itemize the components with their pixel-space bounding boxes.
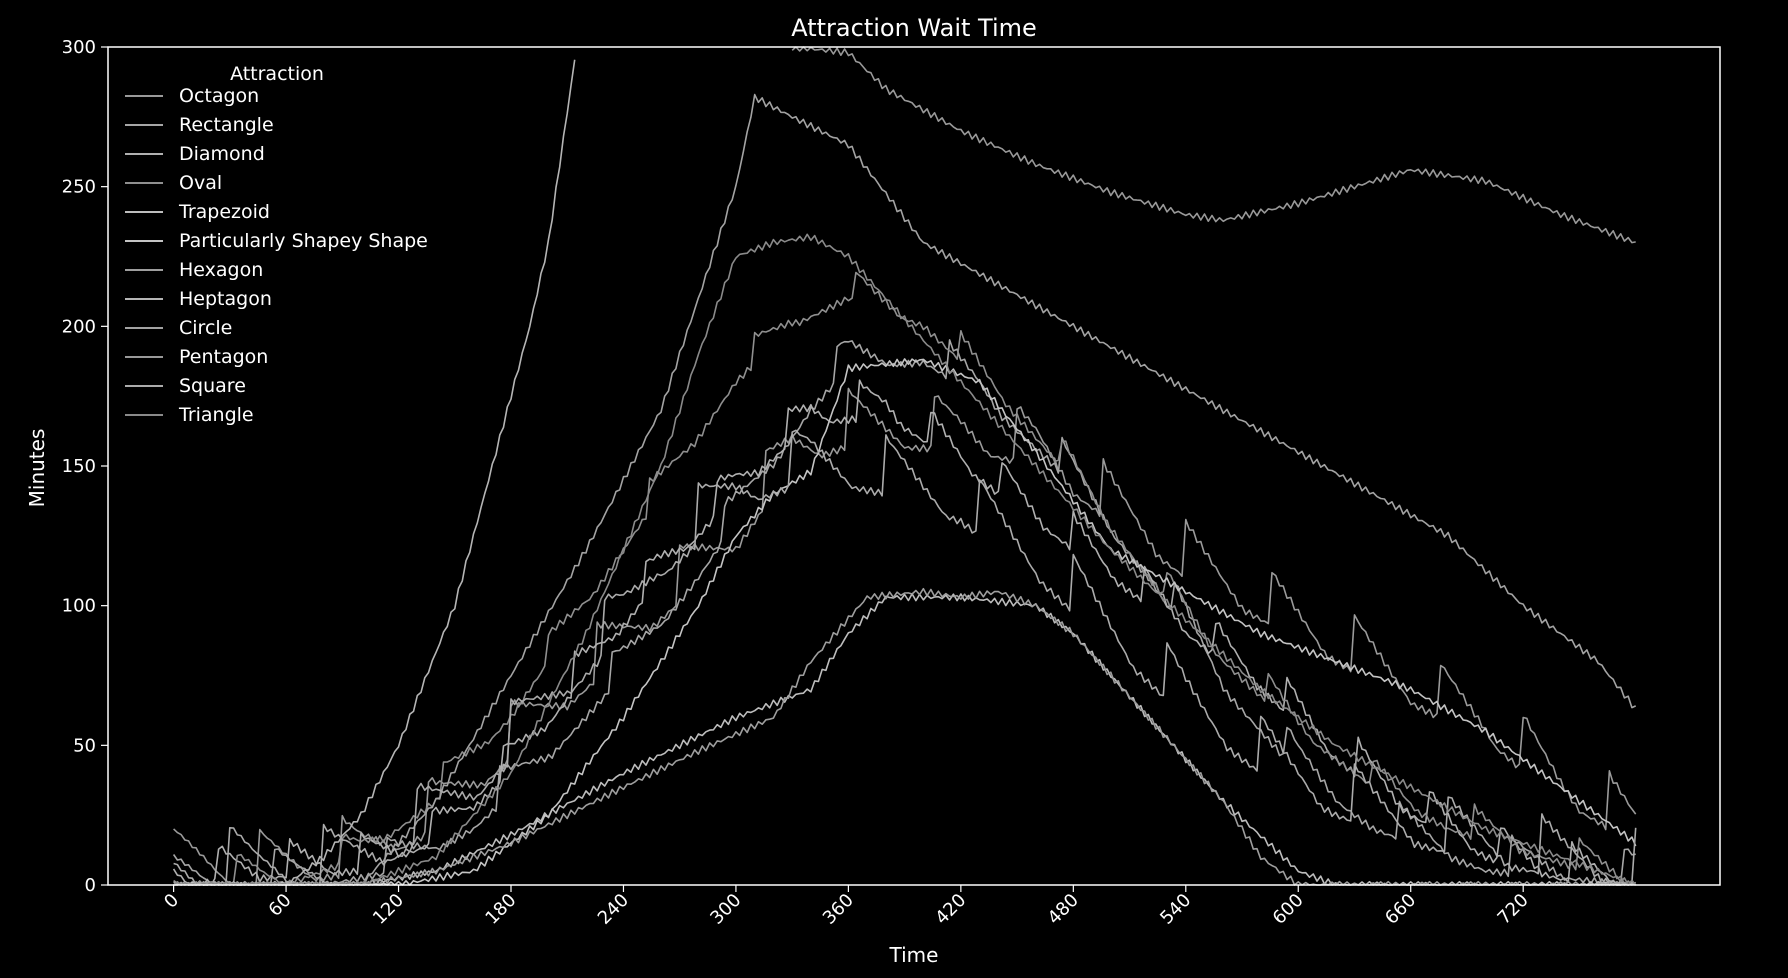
legend-label: Particularly Shapey Shape <box>179 230 428 252</box>
y-tick-label: 250 <box>62 177 96 198</box>
series-line-rectangle <box>172 339 1636 886</box>
y-tick-label: 100 <box>62 596 96 617</box>
legend-title: Attraction <box>230 63 324 85</box>
y-tick-label: 200 <box>62 316 96 337</box>
legend-label: Trapezoid <box>178 201 270 223</box>
legend: Attraction Octagon Rectangle Diamond Oval Tr… <box>125 63 428 426</box>
series-line-diamond <box>172 379 1637 886</box>
series-line-circle <box>173 93 1637 886</box>
plot-lines <box>172 46 1637 886</box>
series-line-pentagon <box>791 46 1636 244</box>
legend-label: Heptagon <box>179 288 272 310</box>
legend-label: Oval <box>179 172 222 194</box>
x-axis-label: Time <box>889 943 939 967</box>
chart-title: Attraction Wait Time <box>791 14 1037 42</box>
legend-label: Pentagon <box>179 346 268 368</box>
series-line-particularly-shapey-shape <box>173 358 1637 886</box>
y-tick-label: 300 <box>62 37 96 58</box>
y-tick-label: 0 <box>85 875 96 896</box>
legend-label: Hexagon <box>179 259 263 281</box>
legend-label: Triangle <box>178 404 254 426</box>
series-line-heptagon <box>285 59 576 886</box>
y-axis-label: Minutes <box>25 429 49 508</box>
y-axis-ticks: 0 50 100 150 200 250 300 <box>62 37 108 896</box>
legend-items: Octagon Rectangle Diamond Oval Trapezoid Part… <box>125 85 428 426</box>
series-line-square <box>173 429 1637 886</box>
series-line-triangle <box>173 233 1637 886</box>
legend-label: Rectangle <box>179 114 274 136</box>
legend-label: Square <box>179 375 246 397</box>
legend-label: Octagon <box>179 85 259 107</box>
y-tick-label: 150 <box>62 456 96 477</box>
legend-label: Circle <box>179 317 232 339</box>
series-line-octagon <box>173 387 1637 886</box>
y-tick-label: 50 <box>73 735 96 756</box>
legend-label: Diamond <box>179 143 265 165</box>
